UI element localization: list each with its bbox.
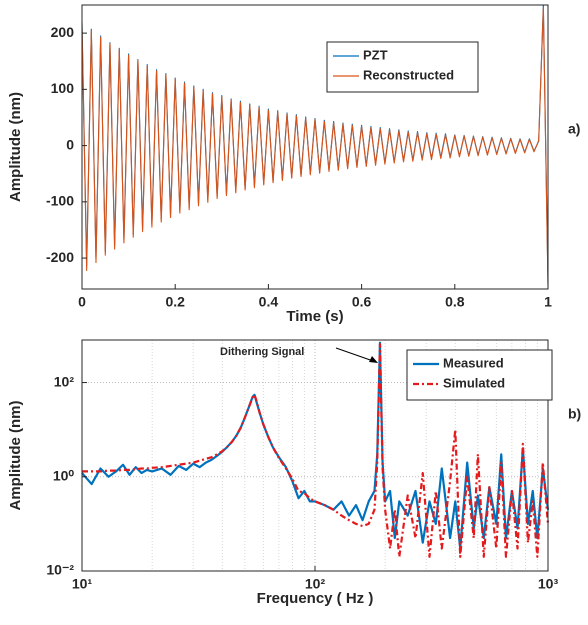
legend-label: Reconstructed [363,67,454,82]
legend-label: Measured [443,355,504,370]
y-tick-label: 10² [54,373,75,389]
x-axis-label: Time (s) [286,308,343,325]
x-tick-label: 10² [305,576,326,592]
y-tick-label: 0 [66,136,74,152]
y-tick-label: 10⁰ [53,467,75,483]
y-tick-label: 200 [51,24,75,40]
annotation: Dithering Signal [220,346,304,358]
legend-box [406,349,553,401]
x-tick-label: 0 [78,294,86,310]
x-tick-label: 0.8 [445,294,465,310]
arrow-head [369,356,378,363]
x-tick-label: 0.6 [352,294,372,310]
x-axis-label: Frequency ( Hz ) [257,590,374,607]
series-line [81,341,550,550]
y-tick-label: 10⁻² [46,562,74,578]
series-line [82,343,550,558]
x-tick-label: 1 [544,294,552,310]
legend-box [326,41,479,93]
legend-label: PZT [363,47,388,62]
y-tick-label: -200 [46,249,74,265]
x-tick-label: 10¹ [72,576,93,592]
panel-label: b) [568,406,581,422]
x-tick-label: 0.2 [165,294,185,310]
x-tick-label: 10³ [538,576,559,592]
y-axis-label: Amplitude (nm) [7,401,24,511]
axes-box [81,4,549,290]
y-axis-label: Amplitude (nm) [7,92,24,202]
y-tick-label: -100 [46,193,74,209]
x-tick-label: 0.4 [259,294,279,310]
series-line [81,7,549,287]
panel-label: a) [568,121,580,137]
legend-label: Simulated [443,375,505,390]
y-tick-label: 100 [51,80,75,96]
annotation-arrow [335,347,377,363]
